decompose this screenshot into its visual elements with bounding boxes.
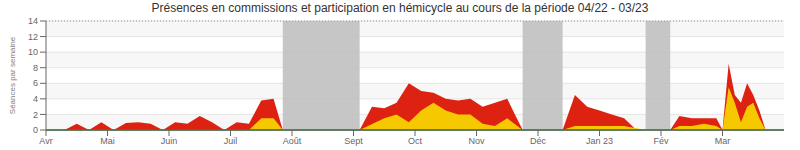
svg-text:14: 14 [28,16,38,26]
svg-text:Déc: Déc [530,136,547,146]
svg-text:12: 12 [28,32,38,42]
svg-text:Juil: Juil [224,136,238,146]
svg-text:Mar: Mar [715,136,731,146]
svg-text:Sept: Sept [344,136,363,146]
svg-text:0: 0 [33,125,38,135]
svg-text:Jan 23: Jan 23 [586,136,613,146]
svg-text:Août: Août [283,136,302,146]
svg-text:10: 10 [28,47,38,57]
svg-text:Fév: Fév [653,136,669,146]
svg-text:2: 2 [33,110,38,120]
svg-text:Mai: Mai [100,136,115,146]
svg-text:6: 6 [33,78,38,88]
svg-text:Séances par semaine: Séances par semaine [8,36,17,114]
svg-text:Nov: Nov [468,136,485,146]
svg-text:Juin: Juin [161,136,178,146]
svg-text:Oct: Oct [408,136,423,146]
svg-text:4: 4 [33,94,38,104]
svg-text:8: 8 [33,63,38,73]
svg-text:Avr: Avr [39,136,52,146]
html-text:Présences en commissions et pa: Présences en commissions et participatio… [151,1,649,15]
